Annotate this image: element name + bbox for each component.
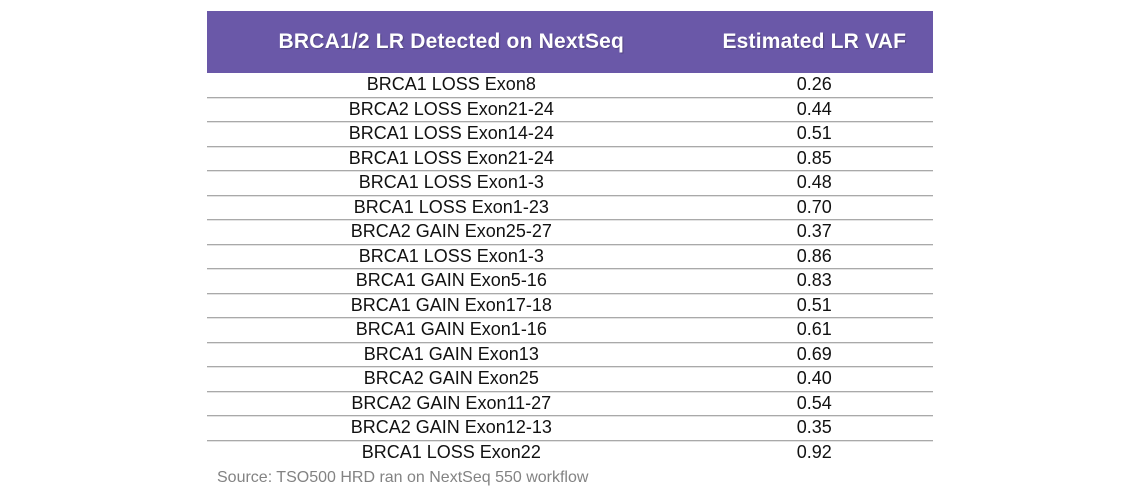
vaf-cell: 0.61: [796, 319, 832, 340]
table-body: BRCA1 LOSS Exon8 0.26 BRCA2 LOSS Exon21-…: [207, 73, 933, 465]
vaf-cell: 0.35: [796, 417, 832, 438]
table-row: BRCA1 GAIN Exon13 0.69: [207, 343, 933, 367]
table-row: BRCA1 GAIN Exon1-16 0.61: [207, 318, 933, 343]
table-row: BRCA2 GAIN Exon12-13 0.35: [207, 416, 933, 441]
variant-cell: BRCA2 GAIN Exon25-27: [350, 221, 552, 242]
variant-cell: BRCA2 LOSS Exon21-24: [348, 98, 554, 119]
vaf-cell: 0.40: [796, 368, 832, 389]
variant-cell: BRCA1 LOSS Exon22: [361, 442, 541, 463]
vaf-cell: 0.51: [796, 123, 832, 144]
variant-cell: BRCA1 LOSS Exon14-24: [348, 123, 554, 144]
table-row: BRCA1 GAIN Exon5-16 0.83: [207, 269, 933, 294]
vaf-cell: 0.92: [796, 442, 832, 463]
table-row: BRCA1 LOSS Exon22 0.92: [207, 441, 933, 466]
vaf-cell: 0.70: [796, 196, 832, 217]
vaf-cell: 0.83: [796, 270, 832, 291]
vaf-cell: 0.54: [796, 392, 832, 413]
variant-cell: BRCA1 LOSS Exon8: [366, 74, 536, 95]
vaf-cell: 0.44: [796, 98, 832, 119]
table-row: BRCA1 GAIN Exon17-18 0.51: [207, 294, 933, 318]
table-row: BRCA1 LOSS Exon1-3 0.48: [207, 171, 933, 196]
table-row: BRCA2 LOSS Exon21-24 0.44: [207, 98, 933, 122]
vaf-cell: 0.48: [796, 172, 832, 193]
vaf-cell: 0.26: [796, 74, 832, 95]
vaf-cell: 0.37: [796, 221, 832, 242]
variant-cell: BRCA1 GAIN Exon5-16: [355, 270, 547, 291]
source-note: Source: TSO500 HRD ran on NextSeq 550 wo…: [217, 469, 589, 486]
variant-cell: BRCA1 LOSS Exon1-23: [353, 196, 549, 217]
table-row: BRCA2 GAIN Exon25-27 0.37: [207, 220, 933, 245]
vaf-cell: 0.51: [796, 294, 832, 315]
vaf-cell: 0.85: [796, 147, 832, 168]
column-header-variant: BRCA1/2 LR Detected on NextSeq: [278, 30, 625, 53]
table-row: BRCA1 LOSS Exon21-24 0.85: [207, 147, 933, 171]
table-row: BRCA1 LOSS Exon1-23 0.70: [207, 196, 933, 220]
variant-cell: BRCA1 GAIN Exon17-18: [350, 294, 552, 315]
table-row: BRCA1 LOSS Exon1-3 0.86: [207, 245, 933, 269]
variant-cell: BRCA2 GAIN Exon11-27: [351, 392, 552, 413]
brca-lr-table: BRCA1/2 LR Detected on NextSeq Estimated…: [207, 11, 933, 465]
table-row: BRCA1 LOSS Exon14-24 0.51: [207, 122, 933, 147]
variant-cell: BRCA2 GAIN Exon25: [363, 368, 539, 389]
variant-cell: BRCA1 GAIN Exon13: [363, 343, 539, 364]
table-row: BRCA2 GAIN Exon11-27 0.54: [207, 392, 933, 416]
table-row: BRCA1 LOSS Exon8 0.26: [207, 73, 933, 98]
variant-cell: BRCA1 LOSS Exon1-3: [358, 172, 544, 193]
vaf-cell: 0.69: [796, 343, 832, 364]
table-row: BRCA2 GAIN Exon25 0.40: [207, 367, 933, 392]
vaf-cell: 0.86: [796, 245, 832, 266]
table-header-row: BRCA1/2 LR Detected on NextSeq Estimated…: [207, 11, 933, 73]
column-header-vaf: Estimated LR VAF: [722, 30, 907, 53]
variant-cell: BRCA1 LOSS Exon21-24: [348, 147, 554, 168]
variant-cell: BRCA1 LOSS Exon1-3: [358, 245, 544, 266]
variant-cell: BRCA2 GAIN Exon12-13: [350, 417, 552, 438]
variant-cell: BRCA1 GAIN Exon1-16: [355, 319, 547, 340]
